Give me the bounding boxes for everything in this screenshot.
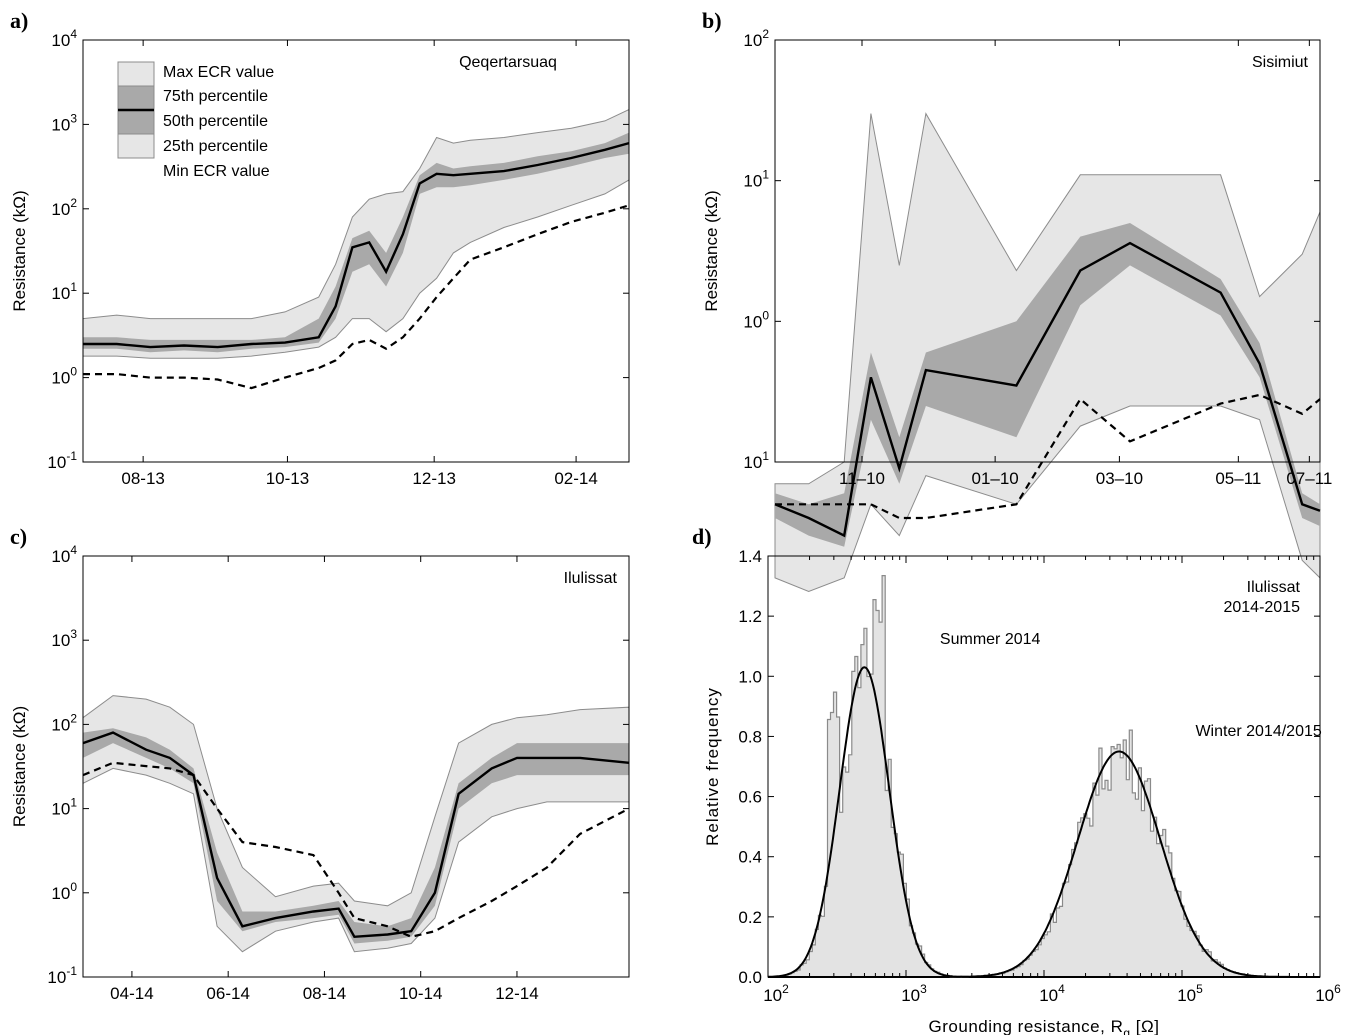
x-tick-label: 10-14: [399, 984, 442, 1003]
plot-frame: [774, 39, 1321, 463]
histogram-summer: [784, 575, 953, 978]
x-tick-label: 08-14: [303, 984, 346, 1003]
panel-letter: a): [10, 8, 28, 33]
y-tick-label: 101: [51, 796, 77, 819]
iqr-band: [83, 132, 629, 353]
median-line: [774, 241, 1321, 538]
y-tick-label: 10-1: [47, 449, 77, 472]
site-label: Qeqertarsuaq: [459, 54, 557, 71]
x-tick-label: 04-14: [110, 984, 153, 1003]
median-line: [82, 731, 630, 939]
legend: Max ECR value 75th percentile 50th percent…: [117, 61, 274, 180]
y-tick-label: 104: [51, 27, 77, 50]
site-label: Ilulissat: [1247, 579, 1301, 596]
y-tick-label: 103: [51, 111, 77, 134]
legend-swatch-min: [117, 133, 155, 159]
y-tick-label: 0.0: [738, 968, 762, 987]
plot-frame: [82, 555, 630, 978]
legend-label: 25th percentile: [163, 138, 268, 155]
y-tick-label: 0.4: [738, 848, 762, 867]
iqr-band: [775, 223, 1320, 547]
x-tick-label: 10-13: [266, 469, 309, 488]
y-tick-label: 104: [51, 543, 77, 566]
plot-frame: [82, 39, 630, 463]
y-tick-label: 101: [743, 449, 769, 472]
legend-label: 50th percentile: [163, 113, 268, 130]
x-tick-label: 03–10: [1096, 469, 1143, 488]
legend-label: 75th percentile: [163, 88, 268, 105]
site-label: Ilulissat: [564, 570, 618, 587]
dashed-line: [83, 204, 630, 390]
x-tick-label: 104: [1039, 982, 1065, 1005]
y-tick-label: 1.4: [738, 547, 762, 566]
x-tick-label: 12-14: [495, 984, 538, 1003]
iqr-band: [83, 728, 629, 944]
y-tick-label: 0.8: [738, 727, 762, 746]
panel-letter: c): [10, 524, 27, 549]
panel-c: 04-14 06-14 08-14 10-14 12-14 c) Resistance (k…: [10, 524, 630, 1003]
y-tick-label: 0.2: [738, 908, 762, 927]
x-tick-label: 11–10: [839, 469, 885, 488]
site-label: 2014-2015: [1223, 599, 1300, 616]
y-tick-label: 100: [743, 308, 769, 331]
panel-letter: d): [692, 524, 712, 549]
winter-label: Winter 2014/2015: [1195, 723, 1321, 740]
panel-b: 11–10 01–10 03–10 05–11 07–11 b) Resistance (k…: [702, 8, 1332, 593]
panel-d: 0.0 0.2 0.4 0.6 0.8 1.0 1.2 1.4 102 103 104 105 106 d…: [692, 524, 1341, 1035]
legend-swatch-max: [117, 61, 155, 87]
dashed-line: [82, 761, 630, 938]
x-tick-label: 08-13: [121, 469, 164, 488]
panel-letter: b): [702, 8, 722, 33]
y-tick-label: 10-1: [47, 964, 77, 987]
x-tick-label: 105: [1177, 982, 1203, 1005]
summer-label: Summer 2014: [940, 631, 1041, 648]
y-tick-label: 101: [743, 168, 769, 191]
site-label: Sisimiut: [1252, 54, 1309, 71]
x-axis-label: Grounding resistance, Rg [Ω]: [929, 1017, 1160, 1035]
x-tick-label: 05–11: [1215, 469, 1261, 488]
y-tick-label: 100: [51, 880, 77, 903]
y-axis-label: Resistance (kΩ): [10, 190, 29, 311]
y-tick-label: 102: [51, 196, 77, 219]
y-axis-label: Resistance (kΩ): [702, 190, 721, 311]
y-tick-label: 1.2: [738, 607, 762, 626]
median-line: [83, 141, 630, 349]
y-tick-label: 101: [51, 280, 77, 303]
y-tick-label: 100: [51, 365, 77, 388]
x-tick-label: 01–10: [971, 469, 1018, 488]
x-tick-label: 103: [901, 982, 927, 1005]
x-tick-label: 07–11: [1286, 469, 1332, 488]
y-tick-label: 102: [51, 711, 77, 734]
histogram-winter: [986, 729, 1261, 978]
x-tick-label: 02-14: [554, 469, 597, 488]
y-tick-label: 103: [51, 627, 77, 650]
x-tick-label: 06-14: [206, 984, 249, 1003]
y-axis-label: Relative frequency: [703, 687, 722, 846]
y-tick-label: 0.6: [738, 788, 762, 807]
x-tick-label: 106: [1315, 982, 1341, 1005]
y-tick-label: 102: [743, 27, 769, 50]
legend-label: Min ECR value: [163, 163, 270, 180]
y-tick-label: 1.0: [738, 667, 762, 686]
legend-label: Max ECR value: [163, 64, 274, 81]
dashed-line: [775, 393, 1321, 520]
x-tick-label: 12-13: [412, 469, 455, 488]
max-min-band: [82, 695, 630, 953]
panel-a: 08-13 10-13 12-13 02-14 a) Resistance (kΩ) Qeq…: [10, 8, 630, 488]
y-axis-label: Resistance (kΩ): [10, 706, 29, 827]
x-tick-label: 102: [763, 982, 789, 1005]
